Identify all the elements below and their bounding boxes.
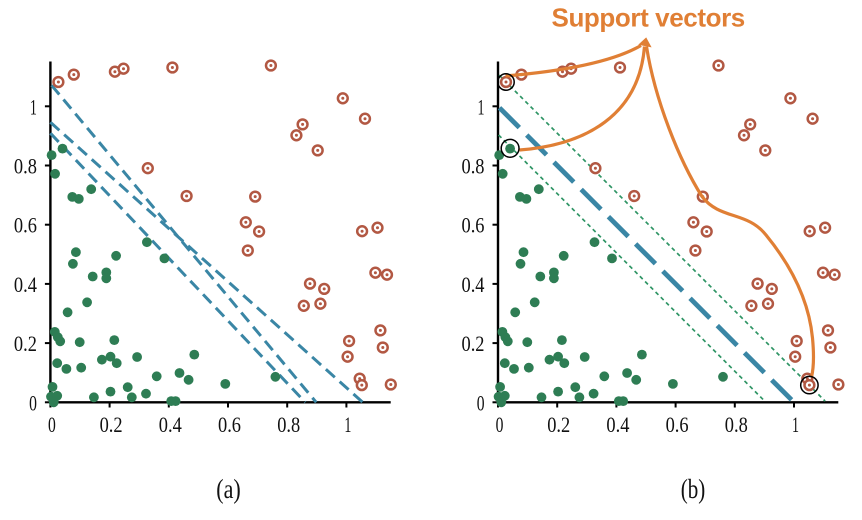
svg-text:0.4: 0.4 [462, 272, 485, 297]
svg-text:0: 0 [477, 390, 485, 415]
svg-text:0: 0 [48, 412, 56, 437]
svg-text:1: 1 [344, 412, 351, 437]
svg-text:0.8: 0.8 [277, 412, 300, 437]
svg-text:0.6: 0.6 [14, 213, 37, 238]
svg-text:0.8: 0.8 [462, 154, 485, 179]
svg-text:0.2: 0.2 [547, 412, 570, 437]
svg-text:0.8: 0.8 [14, 154, 37, 179]
svg-text:1: 1 [792, 412, 799, 437]
svg-text:1: 1 [478, 94, 485, 119]
svg-text:Support vectors: Support vectors [552, 3, 745, 33]
svg-text:0.6: 0.6 [218, 412, 241, 437]
svg-text:0.8: 0.8 [725, 412, 748, 437]
svg-text:0.2: 0.2 [100, 412, 123, 437]
svg-text:0.4: 0.4 [606, 412, 629, 437]
svg-text:0.4: 0.4 [14, 272, 37, 297]
svg-text:0: 0 [496, 412, 504, 437]
svg-text:0.6: 0.6 [462, 213, 485, 238]
svg-text:0.6: 0.6 [666, 412, 689, 437]
svg-text:(a): (a) [216, 474, 241, 504]
svg-text:0.2: 0.2 [462, 331, 485, 356]
svg-text:0: 0 [29, 390, 37, 415]
svg-text:0.4: 0.4 [159, 412, 182, 437]
svg-text:0.2: 0.2 [14, 331, 37, 356]
svg-text:1: 1 [30, 94, 37, 119]
svg-text:(b): (b) [681, 474, 706, 504]
